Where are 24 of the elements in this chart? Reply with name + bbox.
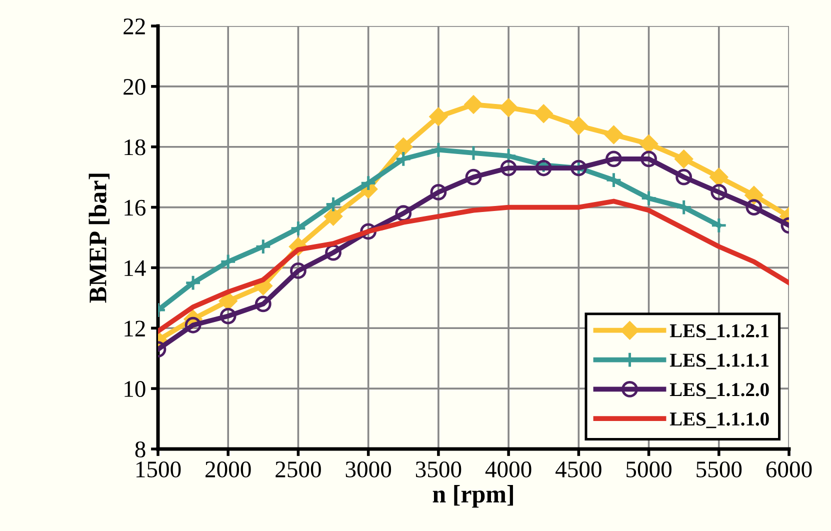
y-tick-label: 22 — [124, 18, 145, 34]
y-axis-title: BMEP [bar] — [88, 174, 110, 303]
x-tick-label: 2000 — [206, 461, 251, 478]
y-tick-label: 8 — [135, 441, 146, 458]
y-tick-label: 10 — [124, 381, 146, 397]
x-tick-label: 5500 — [696, 461, 742, 478]
legend-label: LES_1.1.2.0 — [670, 383, 769, 399]
y-tick-label: 18 — [124, 139, 146, 156]
x-tick-label: 6000 — [766, 461, 812, 478]
legend-label: LES_1.1.2.1 — [670, 324, 769, 340]
y-tick-label: 16 — [124, 200, 146, 216]
legend-label: LES_1.1.1.0 — [670, 412, 769, 428]
x-tick-label: 3500 — [416, 461, 462, 478]
x-tick-label: 1500 — [136, 461, 181, 478]
y-tick-label: 12 — [124, 320, 145, 336]
x-tick-label: 4000 — [485, 461, 532, 478]
x-tick-label: 4500 — [556, 461, 602, 478]
y-tick-label: 14 — [124, 260, 146, 276]
legend-label: LES_1.1.1.1 — [670, 354, 769, 370]
x-tick-label: 3000 — [346, 461, 392, 478]
x-tick-label: 5000 — [626, 461, 672, 478]
x-axis-title: n [rpm] — [432, 484, 513, 508]
y-tick-label: 20 — [124, 78, 146, 95]
x-tick-label: 2500 — [276, 461, 321, 478]
